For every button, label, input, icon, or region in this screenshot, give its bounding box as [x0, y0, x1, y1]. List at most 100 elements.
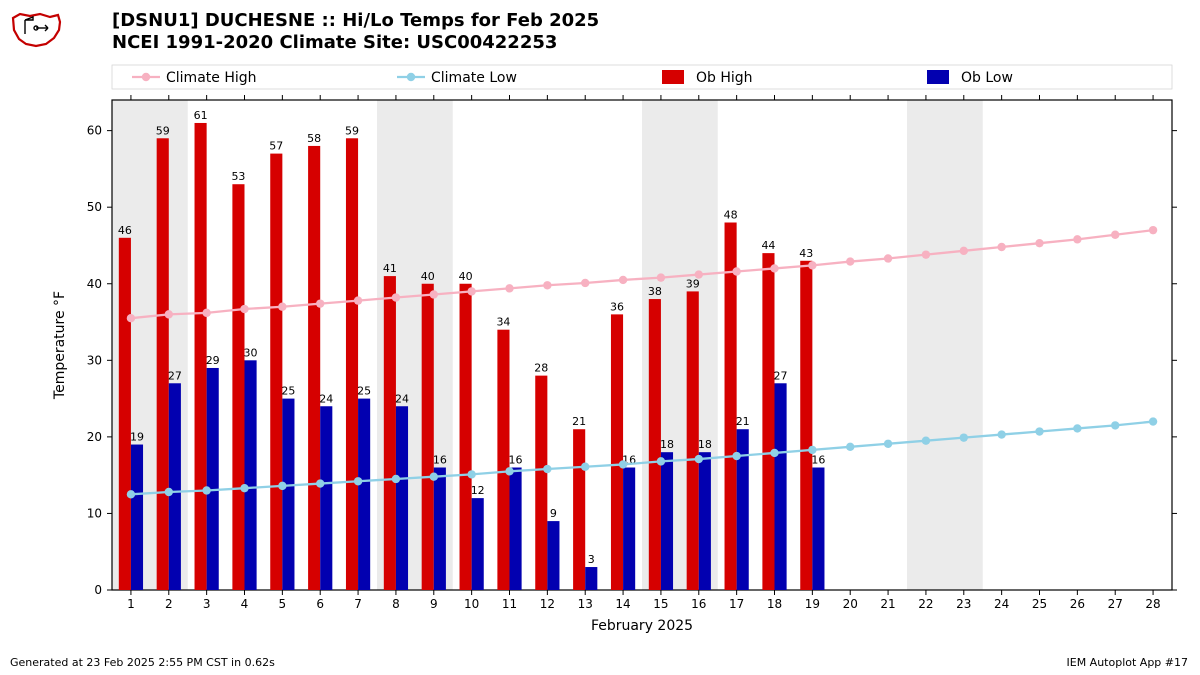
- climate-low-line-marker: [808, 446, 816, 454]
- legend-ob-high: [662, 70, 684, 84]
- ob-low-label: 16: [433, 454, 447, 467]
- ob-low-bar: [510, 468, 522, 591]
- xtick-label: 21: [880, 597, 895, 611]
- ob-low-bar: [472, 498, 484, 590]
- ob-low-bar: [547, 521, 559, 590]
- ob-high-bar: [346, 138, 358, 590]
- ob-low-label: 21: [736, 415, 750, 428]
- xtick-label: 5: [279, 597, 287, 611]
- climate-high-line-marker: [392, 293, 400, 301]
- xtick-label: 9: [430, 597, 438, 611]
- climate-high-line-marker: [127, 314, 135, 322]
- ob-low-bar: [812, 468, 824, 591]
- xtick-label: 23: [956, 597, 971, 611]
- ob-low-label: 24: [395, 392, 409, 405]
- ob-high-label: 40: [421, 270, 435, 283]
- ob-low-bar: [396, 406, 408, 590]
- ob-high-label: 46: [118, 224, 132, 237]
- ob-high-bar: [725, 223, 737, 591]
- xtick-label: 2: [165, 597, 173, 611]
- climate-high-line-marker: [202, 309, 210, 317]
- ob-low-bar: [358, 399, 370, 590]
- climate-low-line-marker: [1073, 424, 1081, 432]
- xtick-label: 25: [1032, 597, 1047, 611]
- ob-high-label: 21: [572, 415, 586, 428]
- ob-low-bar: [661, 452, 673, 590]
- climate-low-line-marker: [278, 482, 286, 490]
- ob-high-label: 43: [799, 247, 813, 260]
- climate-low-line-marker: [543, 465, 551, 473]
- ob-high-bar: [270, 154, 282, 590]
- climate-low-line-marker: [1149, 417, 1157, 425]
- ob-low-bar: [169, 383, 181, 590]
- climate-high-line-marker: [846, 257, 854, 265]
- ob-low-label: 19: [130, 431, 144, 444]
- climate-low-line-marker: [846, 443, 854, 451]
- climate-low-line-marker: [1111, 421, 1119, 429]
- ob-high-bar: [157, 138, 169, 590]
- ytick-label: 10: [87, 506, 102, 520]
- climate-low-line-marker: [316, 479, 324, 487]
- ob-low-label: 3: [588, 553, 595, 566]
- weekend-band: [907, 100, 983, 590]
- xtick-label: 24: [994, 597, 1009, 611]
- climate-low-line-marker: [997, 430, 1005, 438]
- climate-low-line-marker: [467, 470, 475, 478]
- xtick-label: 28: [1145, 597, 1160, 611]
- ytick-label: 50: [87, 200, 102, 214]
- ob-high-label: 38: [648, 285, 662, 298]
- ob-low-label: 16: [509, 454, 523, 467]
- ytick-label: 20: [87, 430, 102, 444]
- ob-high-label: 28: [534, 362, 548, 375]
- ob-low-label: 27: [168, 369, 182, 382]
- chart-canvas: Climate HighClimate LowOb HighOb Low0102…: [0, 0, 1200, 675]
- legend-ob-high-label: Ob High: [696, 70, 753, 86]
- legend-climate-high-label: Climate High: [166, 70, 257, 86]
- ob-high-bar: [800, 261, 812, 590]
- xtick-label: 14: [615, 597, 630, 611]
- xtick-label: 10: [464, 597, 479, 611]
- ytick-label: 0: [94, 583, 102, 597]
- climate-low-line-marker: [505, 467, 513, 475]
- ob-low-label: 18: [698, 438, 712, 451]
- ob-high-label: 59: [345, 124, 359, 137]
- climate-high-line-marker: [581, 279, 589, 287]
- ob-low-label: 30: [244, 346, 258, 359]
- xtick-label: 8: [392, 597, 400, 611]
- legend-ob-low: [927, 70, 949, 84]
- ob-low-label: 16: [811, 454, 825, 467]
- ob-low-bar: [207, 368, 219, 590]
- ob-low-bar: [131, 445, 143, 590]
- ob-high-label: 59: [156, 124, 170, 137]
- climate-high-line-marker: [960, 247, 968, 255]
- climate-low-line-marker: [619, 460, 627, 468]
- ob-low-bar: [699, 452, 711, 590]
- climate-low-line-marker: [657, 457, 665, 465]
- xtick-label: 3: [203, 597, 211, 611]
- climate-high-line-marker: [278, 303, 286, 311]
- climate-low-line-marker: [354, 477, 362, 485]
- climate-high-line-marker: [354, 296, 362, 304]
- climate-low-line-marker: [165, 488, 173, 496]
- xtick-label: 6: [316, 597, 324, 611]
- climate-low-line-marker: [922, 437, 930, 445]
- xtick-label: 27: [1108, 597, 1123, 611]
- xtick-label: 7: [354, 597, 362, 611]
- climate-high-line-marker: [1149, 226, 1157, 234]
- y-axis-label: Temperature °F: [52, 291, 68, 400]
- ob-high-bar: [535, 376, 547, 590]
- climate-high-line-marker: [430, 290, 438, 298]
- climate-low-line-marker: [127, 490, 135, 498]
- climate-low-line-marker: [695, 455, 703, 463]
- xtick-label: 19: [805, 597, 820, 611]
- ob-low-bar: [434, 468, 446, 591]
- xtick-label: 12: [540, 597, 555, 611]
- ob-high-label: 40: [459, 270, 473, 283]
- climate-high-line-marker: [543, 281, 551, 289]
- legend-ob-low-label: Ob Low: [961, 70, 1013, 86]
- ob-high-bar: [119, 238, 131, 590]
- ytick-label: 40: [87, 277, 102, 291]
- xtick-label: 1: [127, 597, 135, 611]
- ob-low-label: 27: [774, 369, 788, 382]
- climate-low-line-marker: [430, 472, 438, 480]
